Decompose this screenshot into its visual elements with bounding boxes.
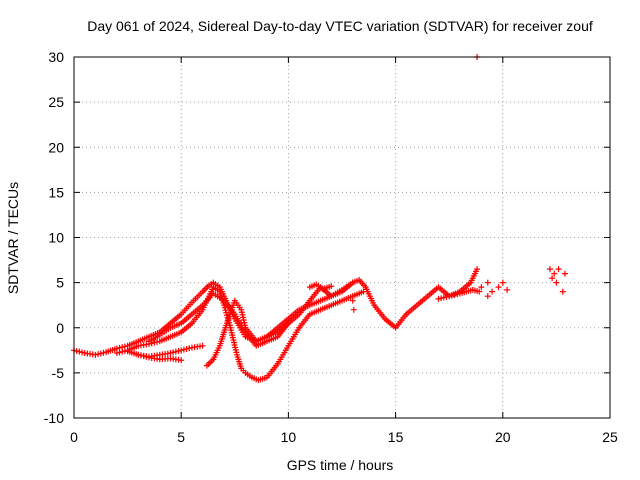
- y-tick-label: 25: [48, 94, 64, 110]
- data-point: [350, 306, 357, 313]
- data-point: [448, 292, 455, 299]
- data-point: [478, 284, 485, 291]
- data-point: [349, 279, 356, 286]
- data-point: [328, 283, 335, 290]
- data-point: [476, 288, 483, 295]
- y-tick-label: 15: [48, 184, 64, 200]
- data-point: [495, 284, 502, 291]
- grid-lines: [74, 57, 610, 418]
- data-point: [440, 294, 447, 301]
- data-point: [79, 349, 86, 356]
- data-point: [504, 286, 511, 293]
- data-point: [555, 266, 562, 273]
- data-point: [484, 279, 491, 286]
- data-point: [154, 338, 161, 345]
- data-point: [151, 339, 158, 346]
- y-axis-ticks: -10 -5 0 5 10 15 20 25 30: [44, 49, 610, 426]
- data-point: [546, 266, 553, 273]
- data-point: [178, 347, 185, 354]
- data-point: [100, 349, 107, 356]
- data-point: [454, 291, 461, 298]
- y-axis-label: SDTVAR / TECUs: [5, 182, 21, 294]
- data-point: [97, 350, 104, 357]
- data-point: [135, 351, 142, 358]
- data-point: [553, 279, 560, 286]
- data-point: [446, 293, 453, 300]
- data-point: [175, 347, 182, 354]
- data-point: [73, 347, 80, 354]
- data-point: [443, 293, 450, 300]
- data-point: [183, 345, 190, 352]
- data-point: [561, 270, 568, 277]
- data-point: [349, 297, 356, 304]
- data-point: [559, 288, 566, 295]
- data-point: [435, 295, 442, 302]
- x-tick-label: 10: [281, 429, 297, 445]
- x-axis-ticks: 0 5 10 15 20 25: [70, 57, 618, 445]
- data-point: [119, 348, 126, 355]
- y-tick-label: 30: [48, 49, 64, 65]
- data-points: [71, 54, 568, 384]
- data-point: [549, 275, 556, 282]
- data-point: [285, 320, 292, 327]
- data-point: [113, 350, 120, 357]
- x-tick-label: 25: [602, 429, 618, 445]
- data-point: [116, 349, 123, 356]
- data-point: [451, 291, 458, 298]
- data-point: [180, 346, 187, 353]
- x-axis-label: GPS time / hours: [287, 457, 394, 473]
- data-point: [95, 351, 102, 358]
- x-tick-label: 20: [495, 429, 511, 445]
- y-tick-label: 5: [56, 275, 64, 291]
- data-point: [178, 357, 185, 364]
- data-point: [140, 353, 147, 360]
- y-tick-label: -10: [44, 410, 64, 426]
- y-tick-label: 20: [48, 139, 64, 155]
- data-point: [489, 288, 496, 295]
- data-point: [186, 345, 193, 352]
- data-point: [138, 352, 144, 359]
- x-tick-label: 0: [70, 429, 78, 445]
- y-tick-label: 0: [56, 320, 64, 336]
- x-tick-label: 15: [388, 429, 404, 445]
- data-point: [76, 348, 83, 355]
- chart-title: Day 061 of 2024, Sidereal Day-to-day VTE…: [87, 18, 593, 34]
- data-point: [438, 295, 445, 302]
- data-point: [484, 293, 491, 300]
- data-point: [199, 342, 206, 349]
- data-point: [143, 353, 150, 360]
- data-point: [360, 288, 367, 295]
- x-tick-label: 5: [177, 429, 185, 445]
- y-tick-label: -5: [52, 365, 65, 381]
- data-point: [172, 348, 179, 355]
- data-point: [499, 279, 506, 286]
- data-point: [92, 351, 99, 358]
- data-point: [474, 266, 481, 273]
- data-point: [167, 350, 174, 357]
- data-point: [170, 349, 177, 356]
- data-point: [551, 270, 558, 277]
- y-tick-label: 10: [48, 230, 64, 246]
